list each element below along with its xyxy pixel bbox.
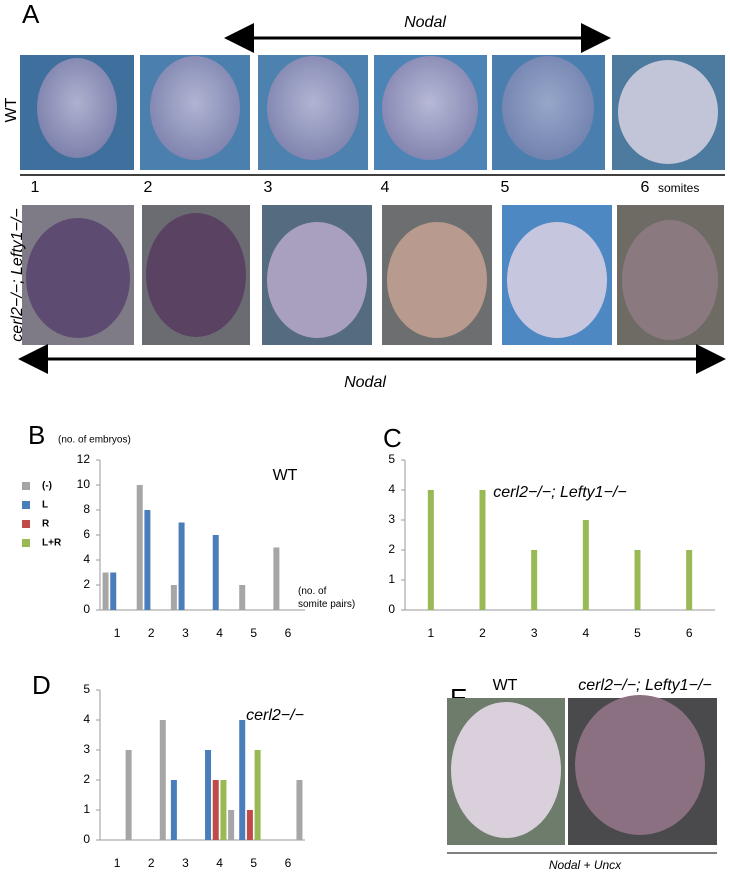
x-tick-label: 2 [148, 626, 155, 640]
bar [205, 750, 212, 840]
stage-label: 4 [381, 179, 390, 196]
legend-swatch [22, 520, 30, 528]
x-tick-label: 4 [216, 626, 223, 640]
bar [178, 522, 185, 610]
y-tick-label: 10 [77, 477, 91, 491]
x-tick-label: 6 [285, 626, 292, 640]
bar [427, 490, 434, 610]
y-tick-label: 8 [83, 502, 90, 516]
chart-title: WT [273, 467, 298, 484]
y-tick-label: 12 [77, 452, 91, 466]
panel-label: A [22, 0, 40, 29]
stage-label: 5 [501, 179, 510, 196]
panel-label: C [383, 423, 402, 453]
arrow-label: Nodal [404, 14, 446, 31]
x-tick-label: 2 [479, 626, 486, 640]
bar [159, 720, 166, 840]
bar [686, 550, 693, 610]
y-tick-label: 1 [83, 802, 90, 816]
legend-label: (-) [42, 481, 52, 492]
y-tick-label: 5 [83, 682, 90, 696]
y-tick-label: 0 [388, 602, 395, 616]
bar [220, 780, 227, 840]
y-tick-label: 0 [83, 602, 90, 616]
y-tick-label: 5 [388, 452, 395, 466]
y-tick-label: 4 [83, 712, 90, 726]
stage-label: 2 [144, 179, 153, 196]
chart-title: cerl2−/−; Lefty1−/− [493, 484, 626, 501]
row-label: cerl2−/−; Lefty1−/− [9, 208, 26, 341]
bar [110, 572, 117, 610]
bar [239, 720, 246, 840]
photo-label: WT [493, 677, 518, 694]
bar [136, 485, 143, 610]
legend-swatch [22, 539, 30, 547]
y-tick-label: 0 [83, 832, 90, 846]
y-axis-label: (no. of embryos) [58, 435, 131, 446]
legend-swatch [22, 482, 30, 490]
x-tick-label: 3 [182, 626, 189, 640]
legend-label: L [42, 500, 48, 511]
y-tick-label: 4 [388, 482, 395, 496]
legend-swatch [22, 501, 30, 509]
bar [144, 510, 151, 610]
bar [296, 780, 303, 840]
x-tick-label: 6 [686, 626, 693, 640]
y-tick-label: 6 [83, 527, 90, 541]
bar [170, 780, 177, 840]
x-tick-label: 5 [634, 626, 641, 640]
photo-label: cerl2−/−; Lefty1−/− [578, 677, 711, 694]
legend-label: L+R [42, 538, 62, 549]
bar [125, 750, 132, 840]
chart-title: cerl2−/− [246, 707, 304, 724]
bar [212, 535, 219, 610]
bar [102, 572, 109, 610]
x-tick-label: 1 [114, 856, 121, 870]
panel-label: B [28, 420, 45, 450]
x-tick-label: 5 [250, 856, 257, 870]
bar [273, 547, 280, 610]
row-label: WT [3, 97, 20, 122]
x-tick-label: 1 [114, 626, 121, 640]
photos-e [447, 695, 717, 845]
y-tick-label: 2 [83, 772, 90, 786]
stage-unit: somites [658, 181, 699, 195]
bar [254, 750, 261, 840]
x-tick-label: 4 [216, 856, 223, 870]
stage-label: 3 [264, 179, 273, 196]
y-tick-label: 2 [388, 542, 395, 556]
caption: Nodal + Uncx [549, 858, 622, 872]
y-tick-label: 3 [83, 742, 90, 756]
bar [582, 520, 589, 610]
bar [239, 585, 246, 610]
bar [479, 490, 486, 610]
y-tick-label: 2 [83, 577, 90, 591]
bar [634, 550, 641, 610]
panel-label: D [32, 670, 51, 700]
arrow-label: Nodal [344, 374, 386, 391]
x-tick-label: 6 [285, 856, 292, 870]
legend-label: R [42, 519, 50, 530]
bar [212, 780, 219, 840]
x-tick-label: 3 [182, 856, 189, 870]
y-tick-label: 4 [83, 552, 90, 566]
x-axis-label: (no. of somite pairs) [298, 586, 356, 610]
y-tick-label: 1 [388, 572, 395, 586]
stage-label: 1 [31, 179, 40, 196]
x-tick-label: 2 [148, 856, 155, 870]
x-tick-label: 4 [582, 626, 589, 640]
photo-row-mutant [22, 205, 724, 345]
bar [531, 550, 538, 610]
x-tick-label: 5 [250, 626, 257, 640]
bar [228, 810, 235, 840]
photo-row-wt [20, 55, 725, 170]
x-tick-label: 1 [427, 626, 434, 640]
y-tick-label: 3 [388, 512, 395, 526]
bar [170, 585, 177, 610]
stage-label: 6 [641, 179, 650, 196]
bar [246, 810, 253, 840]
x-tick-label: 3 [531, 626, 538, 640]
